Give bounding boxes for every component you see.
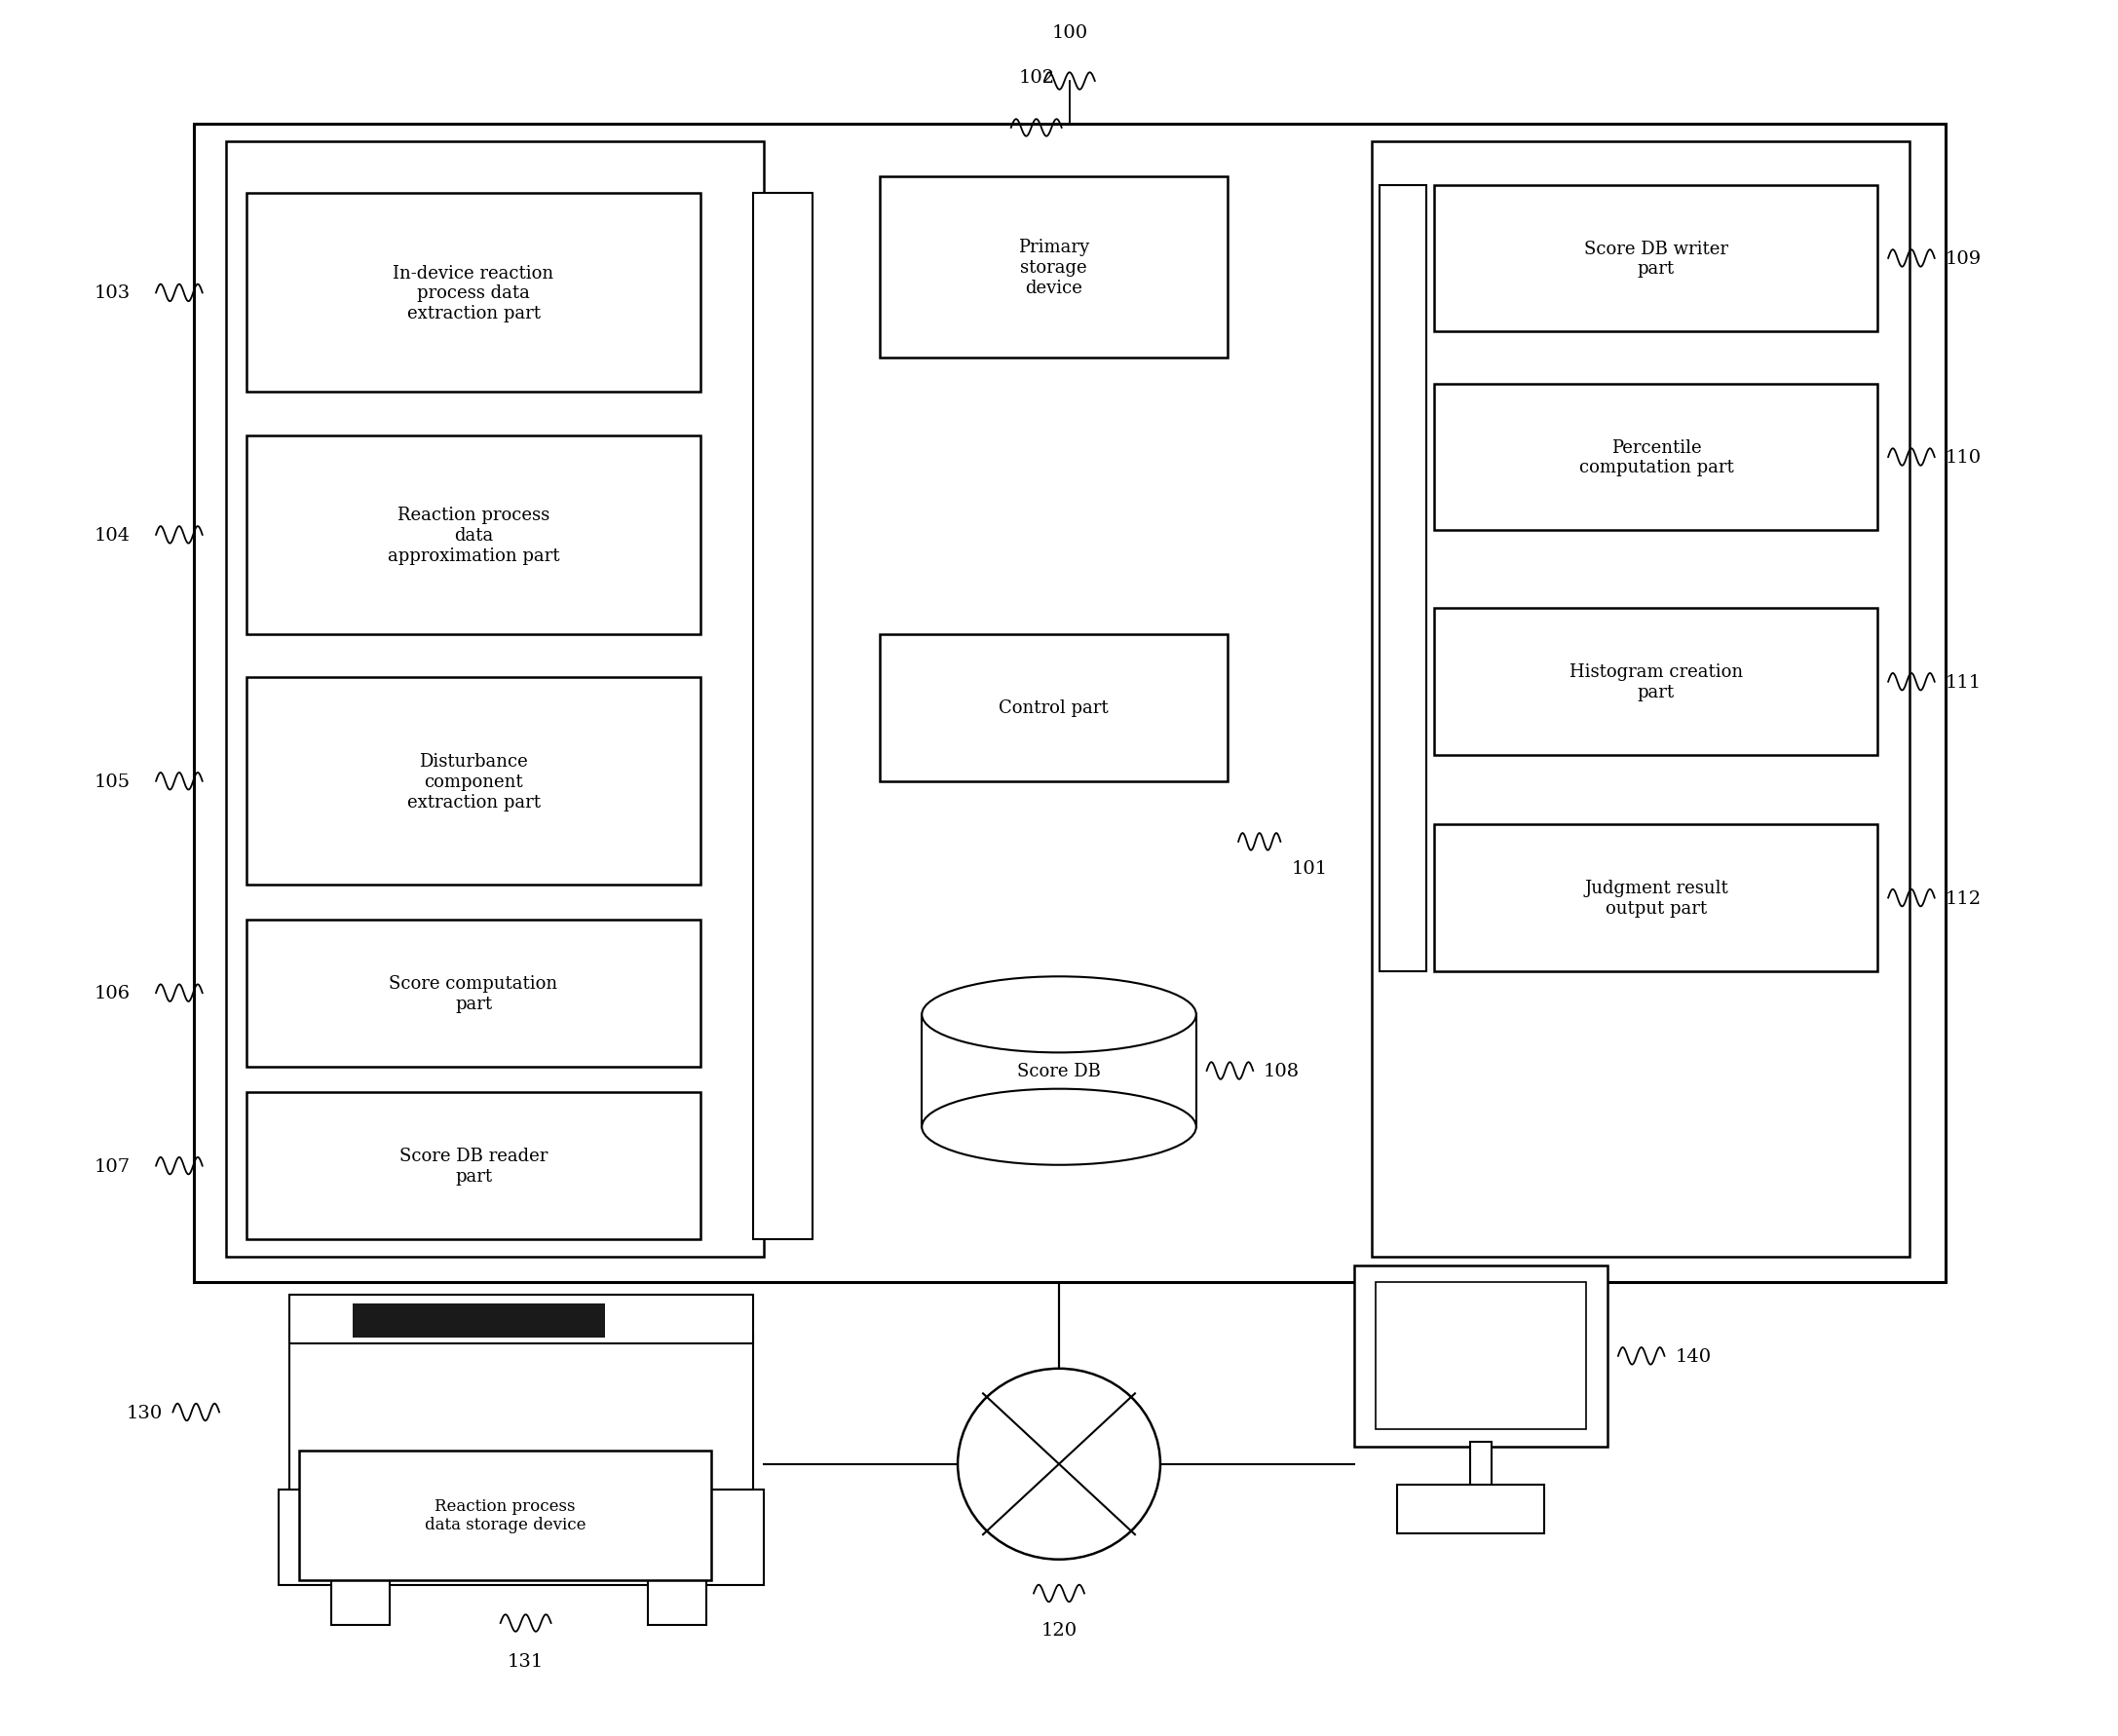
Text: Score DB reader
part: Score DB reader part [400,1147,549,1186]
Bar [1434,609,1879,755]
Text: Histogram creation
part: Histogram creation part [1569,663,1743,701]
Bar [299,1450,712,1580]
Bar [246,436,701,635]
Bar [1353,1266,1608,1446]
Bar [352,1304,606,1338]
Bar [246,679,701,885]
Bar [227,142,765,1257]
Text: Control part: Control part [1000,700,1108,717]
Bar [195,125,1944,1283]
Ellipse shape [921,977,1197,1052]
Text: 102: 102 [1019,69,1055,87]
Bar [330,1580,390,1625]
Bar [921,1016,1197,1127]
Text: 112: 112 [1944,889,1980,906]
Bar [1470,1441,1491,1489]
Bar [879,635,1228,781]
Text: Reaction process
data
approximation part: Reaction process data approximation part [388,507,559,564]
Text: 108: 108 [1264,1062,1300,1080]
Bar [1434,186,1879,332]
Text: 111: 111 [1944,674,1980,691]
Bar [246,194,701,392]
Ellipse shape [921,1088,1197,1165]
Text: 101: 101 [1292,859,1328,877]
Bar [1434,825,1879,972]
Bar [1379,186,1425,972]
Text: Score DB: Score DB [1017,1062,1101,1080]
Text: Percentile
computation part: Percentile computation part [1578,439,1733,476]
Text: 104: 104 [95,526,131,543]
Text: Score computation
part: Score computation part [390,974,557,1012]
Bar [1370,142,1908,1257]
Bar [246,1092,701,1240]
Text: 140: 140 [1675,1347,1711,1364]
Text: Judgment result
output part: Judgment result output part [1584,880,1728,917]
Bar [288,1295,754,1344]
Text: In-device reaction
process data
extraction part: In-device reaction process data extracti… [394,264,555,323]
Text: 105: 105 [95,773,131,790]
Bar [1434,384,1879,531]
Text: 131: 131 [508,1653,544,1670]
Text: Score DB writer
part: Score DB writer part [1584,240,1728,278]
Text: 109: 109 [1944,250,1982,267]
Text: Reaction process
data storage device: Reaction process data storage device [424,1496,587,1533]
Text: 110: 110 [1944,450,1980,467]
Text: 100: 100 [1051,24,1089,42]
Text: 106: 106 [95,984,131,1002]
Bar [1396,1484,1544,1533]
Bar [288,1335,754,1489]
Bar [879,177,1228,358]
Text: Disturbance
component
extraction part: Disturbance component extraction part [407,753,540,811]
Text: Primary
storage
device: Primary storage device [1019,238,1089,297]
Bar [246,920,701,1066]
Text: 103: 103 [95,285,131,302]
Bar [277,1489,765,1585]
Text: 107: 107 [95,1158,131,1175]
Bar [648,1580,707,1625]
Bar [754,194,811,1240]
Text: 120: 120 [1040,1621,1078,1639]
Text: 130: 130 [125,1403,163,1422]
Bar [1375,1283,1586,1429]
Ellipse shape [957,1368,1161,1559]
